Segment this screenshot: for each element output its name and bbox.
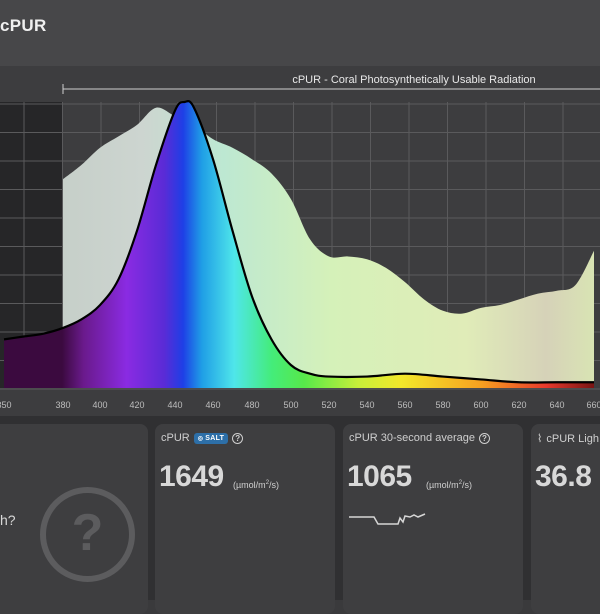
x-tick-label: 500: [283, 400, 298, 410]
salt-badge: ◎ SALT: [193, 432, 229, 444]
help-circle-icon[interactable]: ?: [40, 487, 135, 582]
card-cpur-average[interactable]: cPUR 30-second average ? 1065 (µmol/m2/s…: [343, 424, 523, 614]
cpur-value: 1649: [159, 460, 224, 493]
cpur-light-value: 36.8: [535, 460, 592, 493]
x-tick-label: 600: [473, 400, 488, 410]
x-tick-label: 660: [586, 400, 600, 410]
x-tick-label: 540: [359, 400, 374, 410]
x-tick-label: 440: [167, 400, 182, 410]
card-label: cPUR: [161, 432, 190, 444]
pulse-icon: ⌇: [537, 433, 543, 445]
x-axis-ticks: 350 380 400 420 440 460 480 500 520 540 560 580 600 6…: [0, 400, 600, 410]
x-tick-label: 580: [435, 400, 450, 410]
question-text: h?: [0, 512, 16, 528]
unit-label: (µmol/m2/s): [426, 480, 473, 490]
help-icon[interactable]: ?: [232, 432, 244, 444]
x-tick-label: 420: [129, 400, 144, 410]
top-bar: cPUR: [0, 0, 600, 67]
spectrum-chart-panel: cPUR - Coral Photosynthetically Usable R…: [0, 66, 600, 416]
card-label: cPUR 30-second average: [349, 432, 475, 444]
unit-label: (µmol/m2/s): [233, 480, 280, 490]
help-icon[interactable]: ?: [478, 432, 490, 444]
x-tick-label: 460: [205, 400, 220, 410]
cpur-average-value: 1065: [347, 460, 412, 493]
x-tick-label: 380: [55, 400, 70, 410]
x-tick-label: 640: [549, 400, 564, 410]
x-tick-label: 400: [92, 400, 107, 410]
spectrum-chart: cPUR - Coral Photosynthetically Usable R…: [0, 74, 600, 410]
action-curve-line: [3, 99, 594, 384]
x-tick-label: 620: [511, 400, 526, 410]
card-cpur[interactable]: cPUR ◎ SALT ? 1649 (µmol/m2/s): [155, 424, 335, 614]
sparkline: [349, 513, 426, 525]
x-tick-label: 480: [244, 400, 259, 410]
x-tick-label: 560: [397, 400, 412, 410]
chart-title: cPUR - Coral Photosynthetically Usable R…: [292, 74, 535, 86]
x-tick-label: 350: [0, 400, 12, 410]
card-label: cPUR Ligh: [546, 432, 599, 445]
card-cpur-light[interactable]: ⌇ cPUR Ligh 36.8: [531, 424, 600, 614]
x-tick-label: 520: [321, 400, 336, 410]
page-title: cPUR: [0, 16, 47, 35]
